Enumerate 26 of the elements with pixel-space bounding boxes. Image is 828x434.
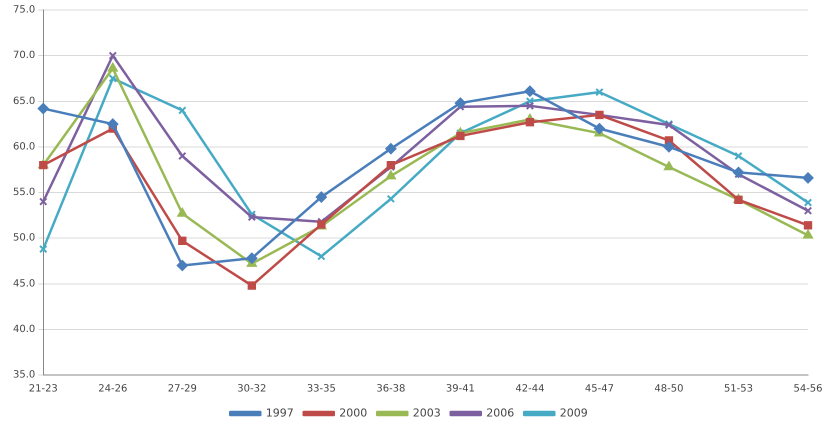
x-tick-label: 27-29 <box>168 384 197 395</box>
x-tick-label: 21-23 <box>28 384 58 395</box>
y-tick-label: 45.0 <box>13 278 36 290</box>
x-tick-label: 45-47 <box>584 384 614 395</box>
y-tick-label: 70.0 <box>13 50 36 62</box>
x-tick-label: 42-44 <box>515 384 544 395</box>
legend-label: 2003 <box>412 406 441 420</box>
legend-label: 2006 <box>486 406 514 420</box>
x-tick-label: 36-38 <box>376 384 406 395</box>
x-tick-label: 54-56 <box>793 384 823 395</box>
y-tick-label: 35.0 <box>13 370 36 381</box>
y-tick-label: 50.0 <box>13 232 36 244</box>
y-tick-label: 75.0 <box>13 4 36 16</box>
y-tick-label: 65.0 <box>13 96 36 107</box>
y-tick-label: 40.0 <box>13 324 36 335</box>
y-tick-label: 55.0 <box>13 187 36 198</box>
x-tick-label: 30-32 <box>237 384 266 395</box>
legend-label: 2000 <box>339 406 368 420</box>
legend-label: 2009 <box>560 406 588 420</box>
x-tick-label: 33-35 <box>306 384 336 395</box>
y-tick-label: 60.0 <box>13 141 36 152</box>
x-tick-label: 51-53 <box>724 384 754 395</box>
x-tick-label: 24-26 <box>98 384 128 395</box>
x-tick-label: 48-50 <box>654 384 684 395</box>
legend-label: 1997 <box>266 406 294 420</box>
x-tick-label: 39-41 <box>446 384 475 395</box>
